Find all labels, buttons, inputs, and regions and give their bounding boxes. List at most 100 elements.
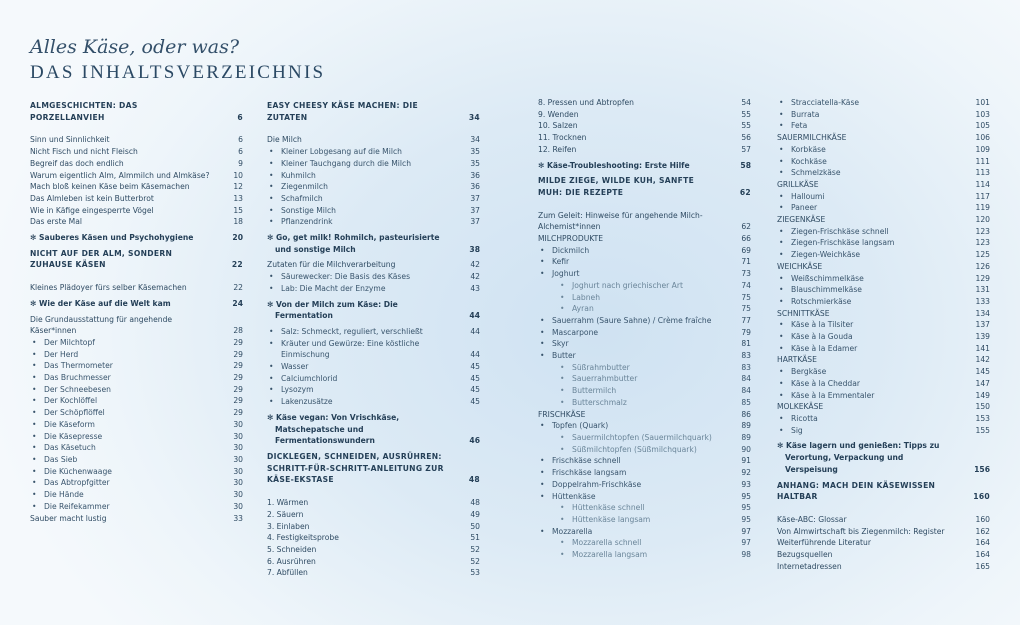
entry-title: 7. Abfüllen — [267, 567, 460, 579]
entry-label: Topfen (Quark) — [552, 421, 609, 431]
entry-title: • Butter — [538, 350, 731, 362]
toc-entry: • Die Reifekammer 30 — [30, 501, 243, 513]
page-number: 29 — [233, 396, 243, 406]
toc-feature-entry: ✻ Go, get milk! Rohmilch, pasteurisierte… — [267, 232, 480, 255]
entry-title: • Ziegen-Frischkäse langsam — [777, 237, 970, 249]
bullet-icon: • — [779, 98, 784, 107]
page-number: 84 — [741, 374, 751, 384]
page-number: 66 — [741, 234, 751, 244]
toc-entry: • Pflanzendrink 37 — [267, 216, 480, 228]
entry-label: Ziegen-Weichkäse — [791, 250, 861, 260]
page-number: 141 — [975, 343, 991, 353]
entry-title: 12. Reifen — [538, 144, 731, 156]
entry-title: ✻ Von der Milch zum Käse: Die Fermentati… — [267, 299, 460, 322]
page-number: 45 — [470, 373, 480, 383]
bullet-icon: • — [779, 203, 784, 213]
toc-entry: • Der Milchtopf 29 — [30, 337, 243, 349]
entry-label: SCHNITTKÄSE — [777, 308, 830, 318]
toc-entry: • Wasser 45 — [267, 361, 480, 373]
page-number: 37 — [470, 205, 480, 215]
entry-title: • Kochkäse — [777, 156, 970, 168]
toc-entry: • Frischkäse schnell 91 — [538, 455, 751, 467]
entry-title: • Käse à la Tilsiter — [777, 319, 970, 331]
entry-label: Der Milchtopf — [44, 337, 95, 347]
page-number: 55 — [741, 121, 751, 131]
page-number: 117 — [975, 191, 991, 201]
toc-entry: Sauber macht lustig 33 — [30, 513, 243, 525]
entry-label: Kleiner Lobgesang auf die Milch — [281, 147, 402, 157]
page-number: 9 — [238, 158, 243, 168]
entry-label: Die Milch — [267, 135, 302, 145]
page-title: DAS INHALTSVERZEICHNIS — [30, 62, 326, 83]
bullet-icon: • — [32, 443, 37, 453]
toc-chapter-heading: EASY CHEESY KÄSE MACHEN: DIE ZUTATEN 34 — [267, 100, 480, 123]
toc-entry: • Der Schneebesen 29 — [30, 384, 243, 396]
entry-title: • Die Käseform — [30, 419, 223, 431]
entry-title: • Ziegen-Frischkäse schnell — [777, 226, 970, 238]
toc-entry: • Säurewecker: Die Basis des Käses 42 — [267, 271, 480, 283]
page-number: 6 — [238, 147, 243, 157]
entry-label: 9. Wenden — [538, 109, 579, 119]
bullet-icon: • — [560, 304, 565, 314]
entry-title: • Ayran — [538, 303, 731, 315]
entry-title: • Hüttenkäse langsam — [538, 514, 731, 526]
entry-title: • Weißschimmelkäse — [777, 273, 970, 285]
toc-entry: Das Almleben ist kein Butterbrot 13 — [30, 193, 243, 205]
page-number: 36 — [470, 182, 480, 192]
page-number: 105 — [975, 121, 991, 131]
entry-title: • Süßrahmbutter — [538, 362, 731, 374]
entry-label: Frischkäse schnell — [552, 456, 621, 466]
entry-label: Die Käsepresse — [44, 431, 103, 441]
toc-entry: • Salz: Schmeckt, reguliert, verschließt 4… — [267, 326, 480, 338]
entry-title: • Butterschmalz — [538, 397, 731, 409]
bullet-icon: • — [779, 343, 784, 353]
toc-entry: • Lab: Die Macht der Enzyme 43 — [267, 283, 480, 295]
entry-title: 6. Ausrühren — [267, 556, 460, 568]
bullet-icon: • — [779, 390, 784, 400]
entry-title: • Joghurt nach griechischer Art — [538, 280, 731, 292]
entry-label: MILDE ZIEGE, WILDE KUH, SANFTE MUH: DIE … — [538, 176, 695, 197]
toc-entry: • Ziegen-Weichkäse 125 — [777, 249, 990, 261]
entry-title: • Das Abtropfgitter — [30, 477, 223, 489]
entry-label: Der Schöpflöffel — [44, 408, 105, 418]
page-number: 91 — [741, 456, 751, 466]
toc-entry: 11. Trocknen 56 — [538, 132, 751, 144]
bullet-icon: • — [540, 468, 545, 478]
entry-title: • Schmelzkäse — [777, 167, 970, 179]
toc-entry: • Buttermilch 84 — [538, 385, 751, 397]
page-number: 20 — [232, 233, 243, 243]
bullet-icon: • — [32, 431, 37, 441]
entry-label: ALMGESCHICHTEN: DAS PORZELLANVIEH — [30, 101, 138, 122]
toc-entry: • Ricotta 153 — [777, 413, 990, 425]
entry-label: Hüttenkäse — [552, 491, 596, 501]
toc-entry: • Lakenzusätze 45 — [267, 396, 480, 408]
page-number: 6 — [238, 135, 243, 145]
toc-entry: • Sig 155 — [777, 425, 990, 437]
entry-label: Käse à la Cheddar — [791, 378, 860, 388]
entry-label: Joghurt nach griechischer Art — [572, 280, 683, 290]
page-number: 30 — [233, 454, 243, 464]
toc-entry: • Mozzarella langsam 98 — [538, 549, 751, 561]
entry-label: Das Sieb — [44, 454, 78, 464]
page-number: 160 — [975, 514, 991, 524]
entry-title: • Käse à la Edamer — [777, 343, 970, 355]
entry-label: Das Abtropfgitter — [44, 478, 110, 488]
toc-entry: Weiterführende Literatur 164 — [777, 537, 990, 549]
entry-title: • Bergkäse — [777, 366, 970, 378]
page-number: 123 — [975, 238, 991, 248]
entry-label: ✻ Käse-Troubleshooting: Erste Hilfe — [538, 160, 690, 170]
entry-label: EASY CHEESY KÄSE MACHEN: DIE ZUTATEN — [267, 101, 418, 122]
page-number: 89 — [741, 421, 751, 431]
toc-entry: 5. Schneiden 52 — [267, 544, 480, 556]
page-number: 22 — [231, 260, 243, 270]
bullet-icon: • — [32, 337, 37, 347]
toc-entry: • Das Abtropfgitter 30 — [30, 477, 243, 489]
entry-label: Kefir — [552, 257, 570, 267]
entry-title: Kleines Plädoyer fürs selber Käsemachen — [30, 282, 223, 294]
page-number: 30 — [233, 478, 243, 488]
entry-label: ✻ Wie der Käse auf die Welt kam — [30, 298, 171, 308]
entry-label: Die Reifekammer — [44, 501, 110, 511]
toc-entry: Die Grundausstattung für angehende Käser… — [30, 314, 243, 337]
toc-entry: • Korbkäse 109 — [777, 144, 990, 156]
bullet-icon: • — [269, 182, 274, 192]
